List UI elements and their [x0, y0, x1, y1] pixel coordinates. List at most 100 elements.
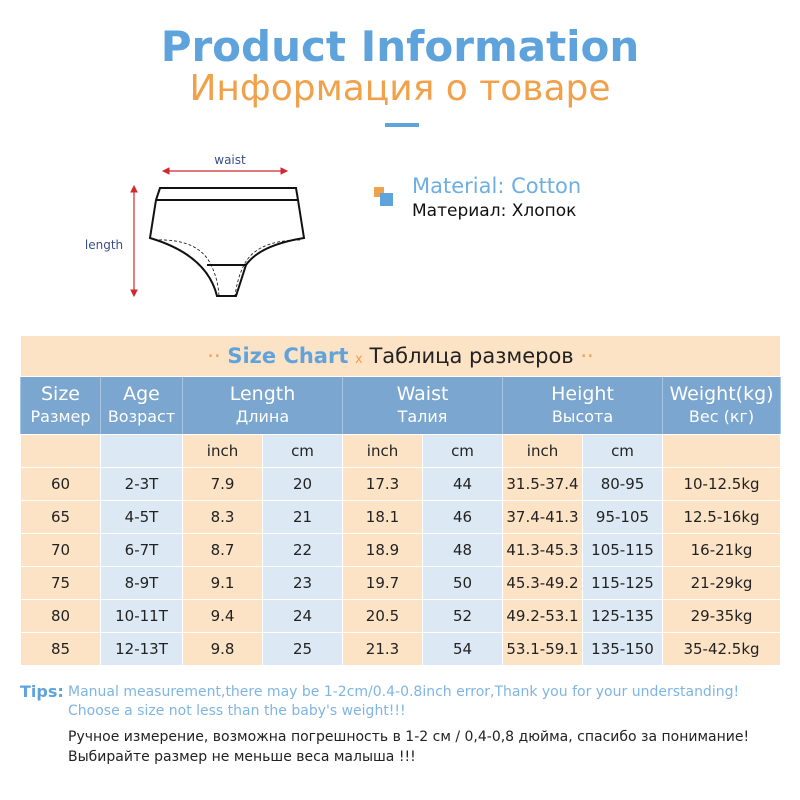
table-cell: 125-135	[582, 599, 663, 633]
tip-ru-2: Выбирайте размер не меньше веса малыша !…	[68, 749, 416, 765]
table-cell: 24	[262, 599, 343, 633]
table-cell: 41.3-45.3	[502, 533, 583, 567]
header-en: Waist	[396, 383, 449, 405]
separator-x: x	[355, 352, 363, 367]
table-cell: 53.1-59.1	[502, 632, 583, 666]
waist-label: waist	[214, 153, 246, 167]
column-header: Age Возраст	[100, 376, 183, 435]
unit-cell: cm	[582, 434, 663, 468]
table-cell: 18.1	[342, 500, 423, 534]
header-en: Height	[551, 383, 614, 405]
size-chart-table: ·· Size Chart x Таблица размеров ·· Size…	[19, 335, 782, 666]
table-cell: 8-9T	[100, 566, 183, 600]
table-cell: 21-29kg	[661, 566, 782, 600]
table-cell: 10-12.5kg	[661, 467, 782, 501]
table-cell: 6-7T	[100, 533, 183, 567]
table-cell: 45.3-49.2	[502, 566, 583, 600]
table-cell: 16-21kg	[661, 533, 782, 567]
table-cell: 54	[422, 632, 503, 666]
tip-en-2: Choose a size not less than the baby's w…	[68, 703, 406, 719]
table-cell: 19.7	[342, 566, 423, 600]
column-header: Height Высота	[502, 376, 663, 435]
column-header: Size Размер	[20, 376, 101, 435]
table-cell: 9.8	[182, 632, 263, 666]
table-cell: 21	[262, 500, 343, 534]
table-cell: 8.3	[182, 500, 263, 534]
dots-decoration: ··	[207, 344, 221, 368]
table-cell: 9.4	[182, 599, 263, 633]
table-cell: 50	[422, 566, 503, 600]
title-divider	[385, 123, 419, 127]
table-row: 65 4-5T 8.3 21 18.1 46 37.4-41.3 95-105 12.5-16k…	[20, 500, 782, 534]
page-subtitle: Информация о товаре	[189, 68, 611, 109]
table-cell: 20.5	[342, 599, 423, 633]
column-header: Waist Талия	[342, 376, 503, 435]
unit-cell: inch	[502, 434, 583, 468]
material-en: Material: Cotton	[412, 174, 582, 198]
table-cell: 85	[20, 632, 101, 666]
table-cell: 8.7	[182, 533, 263, 567]
table-cell: 10-11T	[100, 599, 183, 633]
table-cell: 48	[422, 533, 503, 567]
unit-cell	[20, 434, 101, 468]
size-chart-title: ·· Size Chart x Таблица размеров ··	[19, 335, 782, 377]
material-ru: Материал: Хлопок	[412, 201, 577, 221]
column-header: Length Длина	[182, 376, 343, 435]
table-cell: 4-5T	[100, 500, 183, 534]
table-cell: 95-105	[582, 500, 663, 534]
length-arrow	[130, 184, 138, 298]
table-cell: 20	[262, 467, 343, 501]
unit-cell: inch	[342, 434, 423, 468]
table-cell: 21.3	[342, 632, 423, 666]
table-cell: 29-35kg	[661, 599, 782, 633]
header-ru: Размер	[30, 407, 91, 426]
tips-label: Tips:	[20, 682, 64, 701]
table-cell: 70	[20, 533, 101, 567]
header-en: Size	[40, 383, 80, 405]
unit-cell	[100, 434, 183, 468]
table-cell: 80-95	[582, 467, 663, 501]
tip-ru-1: Ручное измерение, возможна погрешность в…	[68, 729, 750, 745]
table-cell: 18.9	[342, 533, 423, 567]
table-cell: 7.9	[182, 467, 263, 501]
table-cell: 12-13T	[100, 632, 183, 666]
tip-en-1: Manual measurement,there may be 1-2cm/0.…	[68, 684, 740, 700]
table-cell: 65	[20, 500, 101, 534]
waist-arrow	[161, 167, 289, 175]
table-cell: 22	[262, 533, 343, 567]
table-row: 60 2-3T 7.9 20 17.3 44 31.5-37.4 80-95 10-12.5kg	[20, 467, 782, 501]
unit-cell: cm	[422, 434, 503, 468]
header-ru: Высота	[551, 407, 614, 426]
table-row: 75 8-9T 9.1 23 19.7 50 45.3-49.2 115-125 21-29kg	[20, 566, 782, 600]
underwear-icon	[148, 187, 306, 297]
header-ru: Возраст	[107, 407, 176, 426]
table-cell: 2-3T	[100, 467, 183, 501]
table-cell: 23	[262, 566, 343, 600]
table-cell: 17.3	[342, 467, 423, 501]
table-cell: 60	[20, 467, 101, 501]
table-row: 70 6-7T 8.7 22 18.9 48 41.3-45.3 105-115 16-21kg	[20, 533, 782, 567]
material-blue-square-icon	[380, 193, 393, 206]
size-chart-title-ru: Таблица размеров	[369, 344, 574, 368]
table-cell: 37.4-41.3	[502, 500, 583, 534]
header-en: Length	[229, 383, 296, 405]
table-cell: 9.1	[182, 566, 263, 600]
material-orange-square-icon	[374, 187, 384, 197]
table-cell: 80	[20, 599, 101, 633]
table-cell: 25	[262, 632, 343, 666]
header-en: Weight(kg)	[669, 383, 774, 405]
dots-decoration: ··	[580, 344, 594, 368]
page-title: Product Information	[160, 22, 640, 71]
column-header: Weight(kg) Вес (кг)	[661, 376, 782, 435]
unit-cell: inch	[182, 434, 263, 468]
table-cell: 52	[422, 599, 503, 633]
header-ru: Талия	[397, 407, 448, 426]
table-cell: 115-125	[582, 566, 663, 600]
table-cell: 44	[422, 467, 503, 501]
header-ru: Длина	[235, 407, 290, 426]
unit-cell	[661, 434, 782, 468]
header-ru: Вес (кг)	[688, 407, 755, 426]
table-cell: 75	[20, 566, 101, 600]
underwear-diagram: waist length	[85, 153, 306, 298]
header-en: Age	[123, 383, 160, 405]
